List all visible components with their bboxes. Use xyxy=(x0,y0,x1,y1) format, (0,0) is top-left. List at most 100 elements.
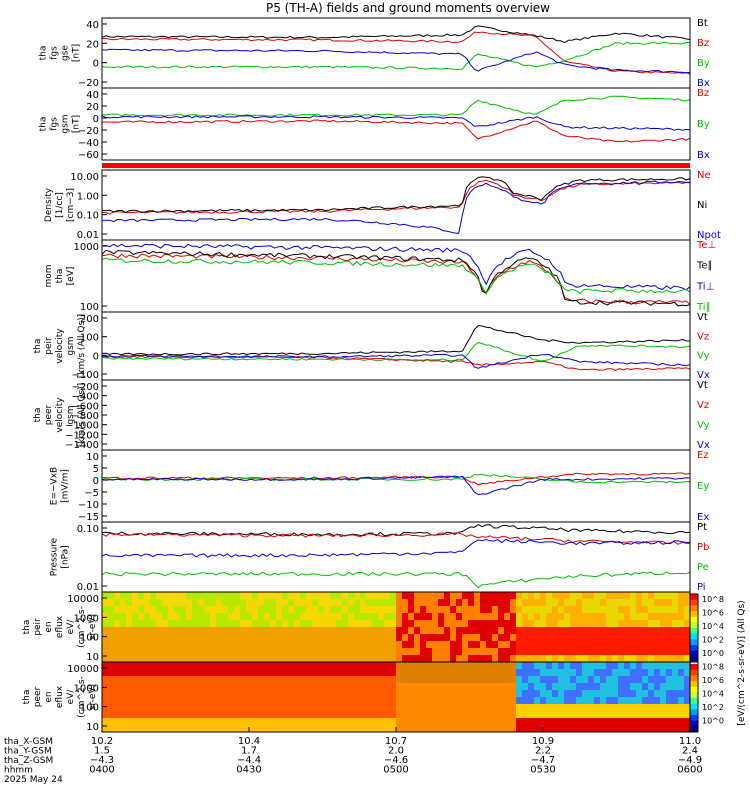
y-axis-label: eV/ xyxy=(66,619,76,635)
y-axis-label: [nT] xyxy=(72,44,82,62)
y-tick-label: −10 xyxy=(78,500,99,511)
spectrogram-cell xyxy=(306,634,313,642)
spectrogram-cell xyxy=(366,704,373,712)
spectrogram-cell xyxy=(186,725,193,733)
y-axis-label: gsm xyxy=(66,336,76,355)
spectrogram-cell xyxy=(288,655,295,663)
spectrogram-cell xyxy=(432,634,439,642)
spectrogram-cell xyxy=(444,655,451,663)
spectrogram-cell xyxy=(630,676,637,684)
spectrogram-cell xyxy=(264,648,271,656)
spectrogram-cell xyxy=(294,620,301,628)
spectrogram-cell xyxy=(108,655,115,663)
spectrogram-cell xyxy=(504,599,511,607)
spectrogram-cell xyxy=(450,669,457,677)
y-axis-label: tha xyxy=(39,46,49,61)
spectrogram-cell xyxy=(486,676,493,684)
spectrogram-cell xyxy=(558,718,565,726)
spectrogram-cell xyxy=(564,676,571,684)
colorbar-tick-label: 10^6 xyxy=(702,609,724,618)
spectrogram-cell xyxy=(498,711,505,719)
series-line-Ni xyxy=(102,177,690,213)
spectrogram-cell xyxy=(216,634,223,642)
spectrogram-cell xyxy=(366,634,373,642)
spectrogram-cell xyxy=(312,620,319,628)
spectrogram-cell xyxy=(102,648,109,656)
spectrogram-cell xyxy=(144,641,151,649)
spectrogram-cell xyxy=(288,690,295,698)
spectrogram-cell xyxy=(150,704,157,712)
spectrogram-cell xyxy=(126,613,133,621)
spectrogram-cell xyxy=(432,718,439,726)
spectrogram-cell xyxy=(396,648,403,656)
spectrogram-cell xyxy=(612,634,619,642)
spectrogram-cell xyxy=(402,592,409,600)
spectrogram-cell xyxy=(444,634,451,642)
spectrogram-cell xyxy=(582,711,589,719)
colorbar-swatch xyxy=(690,622,698,628)
spectrogram-cell xyxy=(228,634,235,642)
spectrogram-cell xyxy=(654,704,661,712)
spectrogram-cell xyxy=(204,662,211,670)
spectrogram-cell xyxy=(588,683,595,691)
spectrogram-cell xyxy=(504,683,511,691)
spectrogram-cell xyxy=(186,613,193,621)
spectrogram-cell xyxy=(252,620,259,628)
spectrogram-cell xyxy=(156,599,163,607)
spectrogram-cell xyxy=(144,648,151,656)
spectrogram-cell xyxy=(540,641,547,649)
spectrogram-cell xyxy=(468,648,475,656)
spectrogram-cell xyxy=(108,648,115,656)
spectrogram-cell xyxy=(198,599,205,607)
spectrogram-cell xyxy=(600,627,607,635)
spectrogram-cell xyxy=(420,599,427,607)
spectrogram-cell xyxy=(360,641,367,649)
spectrogram-cell xyxy=(426,669,433,677)
spectrogram-cell xyxy=(342,606,349,614)
spectrogram-cell xyxy=(264,669,271,677)
spectrogram-cell xyxy=(126,683,133,691)
spectrogram-cell xyxy=(126,606,133,614)
spectrogram-cell xyxy=(528,634,535,642)
spectrogram-cell xyxy=(516,718,523,726)
spectrogram-cell xyxy=(390,683,397,691)
spectrogram-cell xyxy=(594,613,601,621)
spectrogram-cell xyxy=(492,669,499,677)
spectrogram-cell xyxy=(486,690,493,698)
spectrogram-cell xyxy=(492,676,499,684)
spectrogram-cell xyxy=(330,669,337,677)
spectrogram-cell xyxy=(252,592,259,600)
spectrogram-cell xyxy=(618,606,625,614)
spectrogram-cell xyxy=(666,634,673,642)
spectrogram-cell xyxy=(582,648,589,656)
spectrogram-cell xyxy=(192,606,199,614)
spectrogram-cell xyxy=(504,655,511,663)
spectrogram-cell xyxy=(534,592,541,600)
spectrogram-cell xyxy=(306,718,313,726)
spectrogram-cell xyxy=(258,641,265,649)
series-line-Bx xyxy=(102,116,690,130)
spectrogram-cell xyxy=(552,655,559,663)
spectrogram-cell xyxy=(120,725,127,733)
spectrogram-cell xyxy=(390,711,397,719)
spectrogram-cell xyxy=(312,704,319,712)
spectrogram-cell xyxy=(150,725,157,733)
spectrogram-cell xyxy=(390,669,397,677)
panel-peir-spectrogram: 10000100010010tha peir en eflux eV/(cm^2-s-s… xyxy=(22,592,691,663)
spectrogram-cell xyxy=(114,620,121,628)
y-axis-label: gsm xyxy=(66,405,76,424)
spectrogram-cell xyxy=(648,655,655,663)
spectrogram-cell xyxy=(378,655,385,663)
spectrogram-cell xyxy=(348,683,355,691)
spectrogram-cell xyxy=(384,676,391,684)
spectrogram-cell xyxy=(348,613,355,621)
x-tick-label: 0600 xyxy=(677,765,702,776)
spectrogram-cell xyxy=(570,620,577,628)
spectrogram-cell xyxy=(384,613,391,621)
spectrogram-cell xyxy=(396,669,403,677)
spectrogram-cell xyxy=(678,613,685,621)
spectrogram-cell xyxy=(462,648,469,656)
spectrogram-cell xyxy=(672,725,679,733)
spectrogram-cell xyxy=(270,676,277,684)
